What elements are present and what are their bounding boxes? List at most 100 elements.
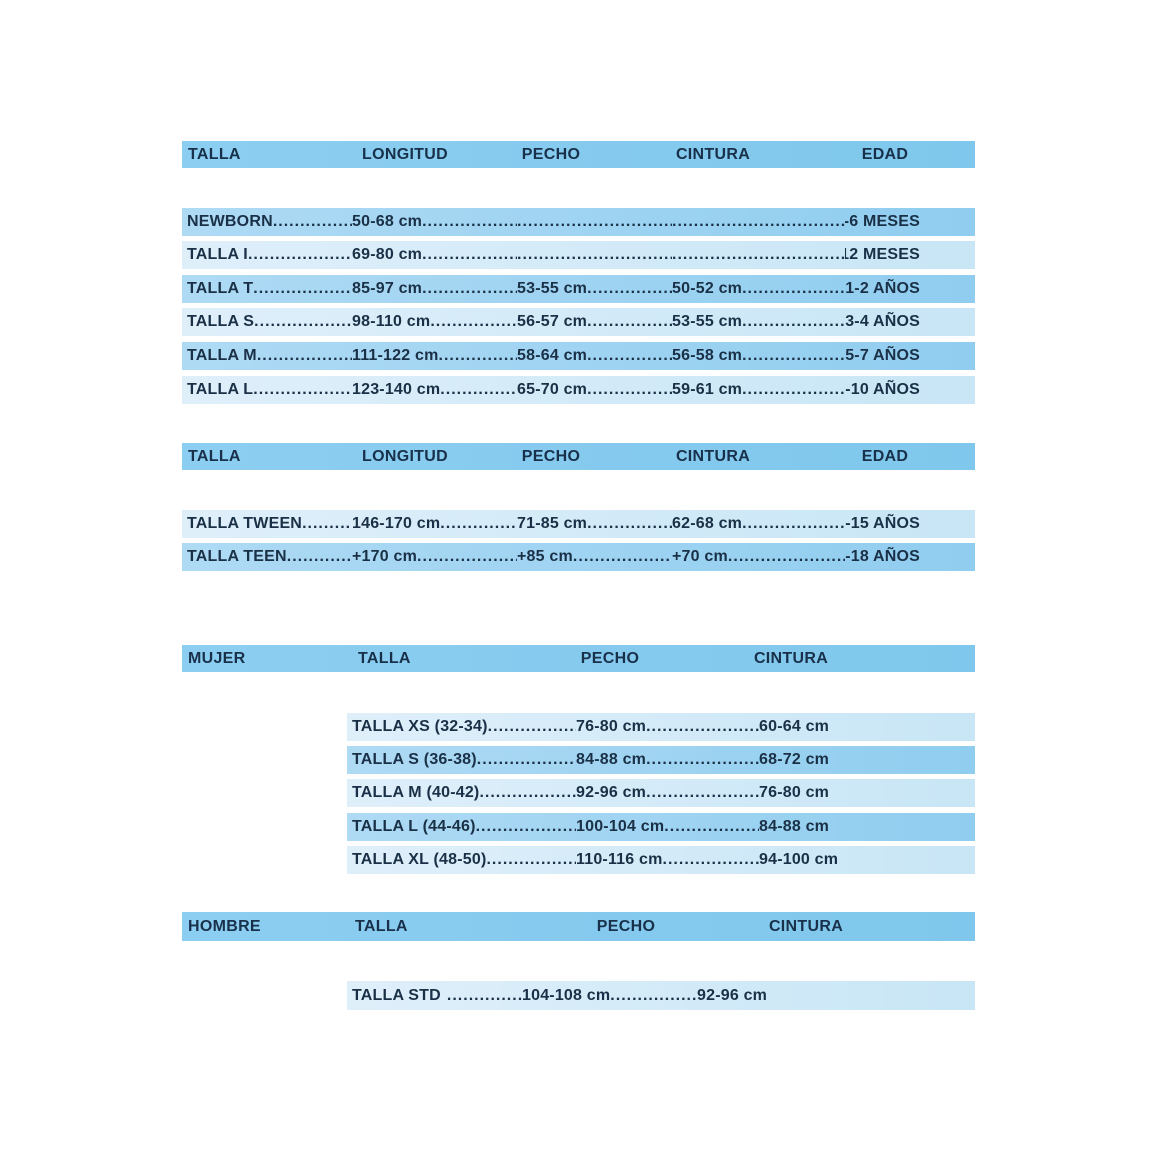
cintura-value: 76-80 cm [759, 784, 830, 801]
dot-leader: ........................................… [742, 381, 845, 398]
header-longitud: LONGITUD [362, 447, 448, 465]
row-label: TALLA XS (32-34) [352, 718, 488, 735]
dot-leader: ........................................… [272, 213, 352, 230]
kids-table-header: TALLA LONGITUD PECHO CINTURA EDAD [182, 141, 975, 168]
dot-leader: ........................................… [742, 280, 845, 297]
pecho-value: 76-80 cm [576, 718, 647, 735]
header-pecho: PECHO [580, 649, 640, 667]
dot-leader: ........................................… [430, 313, 517, 330]
pecho-value: 71-85 cm [517, 515, 588, 532]
dot-leader: ........................................… [422, 280, 517, 297]
dot-leader: ........................................… [256, 347, 352, 364]
row-label: TALLA TWEEN [187, 515, 303, 532]
dot-leader: ........................................… [672, 246, 845, 263]
row-label: TALLA I [187, 246, 248, 263]
teens-table-header: TALLA LONGITUD PECHO CINTURA EDAD [182, 443, 975, 470]
cintura-value: 56-58 cm [672, 347, 743, 364]
dot-leader: ........................................… [422, 246, 517, 263]
table-row-talla-xs: TALLA XS (32-34)........................… [347, 713, 975, 741]
cintura-value: 94-100 cm [759, 851, 839, 868]
table-row-talla-m-mujer: TALLA M (40-42).........................… [347, 779, 975, 807]
longitud-value: 50-68 cm [352, 213, 423, 230]
dot-leader: ........................................… [646, 784, 759, 801]
pecho-value: 104-108 cm [522, 986, 611, 1004]
longitud-value: 111-122 cm [352, 347, 439, 364]
dot-leader: ........................................… [440, 515, 517, 532]
dot-leader: ........................................… [742, 313, 845, 330]
row-label: TALLA L [187, 381, 254, 398]
cintura-value: 53-55 cm [672, 313, 743, 330]
header-longitud: LONGITUD [362, 145, 448, 163]
men-table-header: HOMBRE TALLA PECHO CINTURA [182, 912, 975, 941]
header-talla: TALLA [355, 917, 408, 935]
table-row-talla-xl: TALLA XL (48-50)........................… [347, 846, 975, 874]
row-label: TALLA T [187, 280, 254, 297]
header-cintura: CINTURA [768, 917, 844, 935]
header-edad: EDAD [861, 145, 909, 163]
pecho-value: 110-116 cm [576, 851, 663, 868]
dot-leader: ........................................… [253, 381, 352, 398]
row-label: TALLA S (36-38) [352, 751, 477, 768]
row-label: TALLA M (40-42) [352, 784, 480, 801]
header-talla: TALLA [188, 447, 241, 465]
dot-leader: ........................................… [742, 515, 845, 532]
dot-leader: ........................................… [254, 313, 352, 330]
table-row-talla-l-mujer: TALLA L (44-46).........................… [347, 813, 975, 841]
row-label: TALLA STD [352, 986, 441, 1004]
header-mujer: MUJER [188, 649, 246, 667]
dot-leader: ........................................… [587, 381, 672, 398]
cintura-value: 60-64 cm [759, 718, 830, 735]
row-label: TALLA L (44-46) [352, 818, 476, 835]
edad-value: 16-18 AÑOS [845, 548, 920, 565]
header-cintura: CINTURA [675, 447, 751, 465]
cintura-value: 68-72 cm [759, 751, 830, 768]
header-hombre: HOMBRE [188, 917, 261, 935]
header-edad: EDAD [861, 447, 909, 465]
dot-leader: ........................................… [446, 986, 522, 1004]
header-talla: TALLA [188, 145, 241, 163]
edad-value: 8-10 AÑOS [845, 381, 920, 398]
dot-leader: ........................................… [286, 548, 352, 565]
pecho-value: 92-96 cm [576, 784, 647, 801]
pecho-value: 65-70 cm [517, 381, 588, 398]
row-label: TALLA XL (48-50) [352, 851, 487, 868]
cintura-value: 92-96 cm [697, 986, 768, 1004]
cintura-value: 59-61 cm [672, 381, 743, 398]
cintura-value: 84-88 cm [759, 818, 830, 835]
row-label: TALLA S [187, 313, 255, 330]
longitud-value: 98-110 cm [352, 313, 431, 330]
header-pecho: PECHO [596, 917, 656, 935]
dot-leader: ........................................… [438, 347, 517, 364]
women-table-header: MUJER TALLA PECHO CINTURA [182, 645, 975, 672]
cintura-value: 50-52 cm [672, 280, 743, 297]
pecho-value: 58-64 cm [517, 347, 588, 364]
dot-leader: ........................................… [610, 986, 697, 1004]
dot-leader: ........................................… [247, 246, 352, 263]
table-row-talla-std: TALLA STD...............................… [347, 981, 975, 1010]
dot-leader: ........................................… [646, 718, 759, 735]
dot-leader: ........................................… [422, 213, 517, 230]
dot-leader: ........................................… [672, 213, 845, 230]
dot-leader: ........................................… [742, 347, 845, 365]
cintura-value: 62-68 cm [672, 515, 743, 532]
longitud-value: +170 cm [352, 548, 418, 565]
header-pecho: PECHO [521, 447, 581, 465]
header-cintura: CINTURA [675, 145, 751, 163]
longitud-value: 69-80 cm [352, 246, 423, 263]
table-row-talla-l: TALLA L.................................… [182, 376, 975, 404]
header-talla: TALLA [358, 649, 411, 667]
dot-leader: ........................................… [587, 515, 672, 532]
table-row-talla-tween: TALLA TWEEN.............................… [182, 510, 975, 538]
dot-leader: ........................................… [302, 515, 352, 532]
dot-leader: ........................................… [587, 347, 672, 364]
pecho-value: 56-57 cm [517, 313, 588, 330]
dot-leader: ........................................… [440, 381, 517, 398]
table-row-talla-s: TALLA S.................................… [182, 308, 975, 336]
dot-leader: ........................................… [417, 548, 517, 565]
dot-leader: ........................................… [517, 246, 672, 263]
table-row-talla-m: TALLA M.................................… [182, 342, 975, 370]
cintura-value: +70 cm [672, 548, 728, 565]
pecho-value: 84-88 cm [576, 751, 647, 768]
dot-leader: ........................................… [587, 280, 672, 297]
